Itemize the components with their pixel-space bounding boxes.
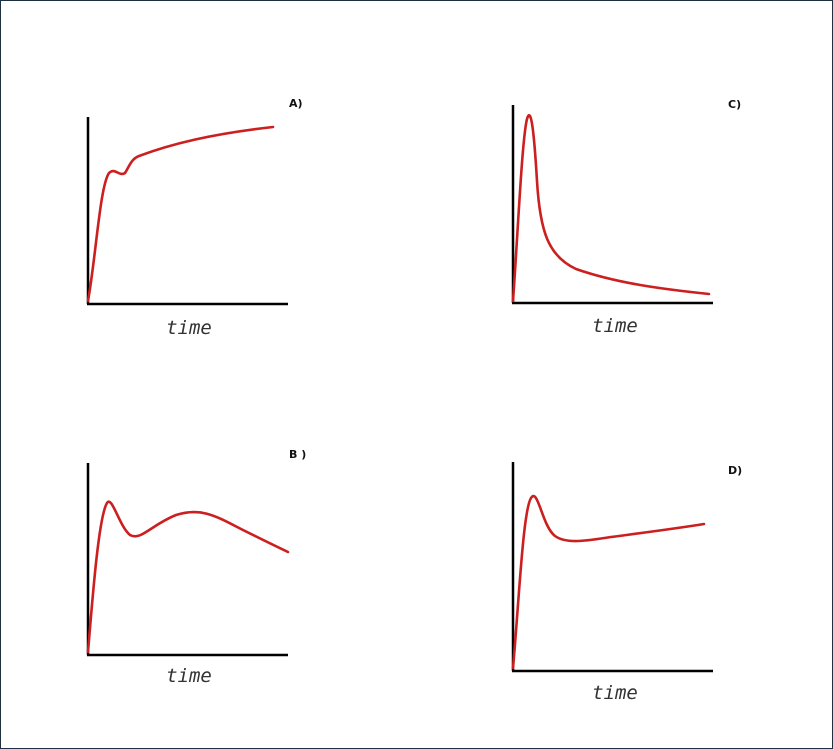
panel-b-curve	[86, 500, 290, 654]
panel-c-curve	[511, 113, 711, 303]
panel-a-xlabel: time	[166, 317, 212, 339]
panel-c-xlabel: time	[592, 315, 638, 337]
panel-d: D) time	[511, 462, 742, 704]
panel-d-xlabel: time	[592, 682, 638, 704]
panel-a: A) time	[86, 97, 303, 339]
panel-b: B ) time	[86, 448, 306, 687]
panel-d-letter: D)	[728, 464, 742, 477]
panel-a-curve	[86, 125, 275, 303]
panel-a-letter: A)	[289, 97, 303, 110]
panel-d-curve	[511, 494, 706, 670]
panel-c: C) time	[511, 98, 741, 337]
panel-c-letter: C)	[728, 98, 741, 111]
panel-b-xlabel: time	[166, 665, 212, 687]
panel-b-letter: B )	[289, 448, 306, 461]
